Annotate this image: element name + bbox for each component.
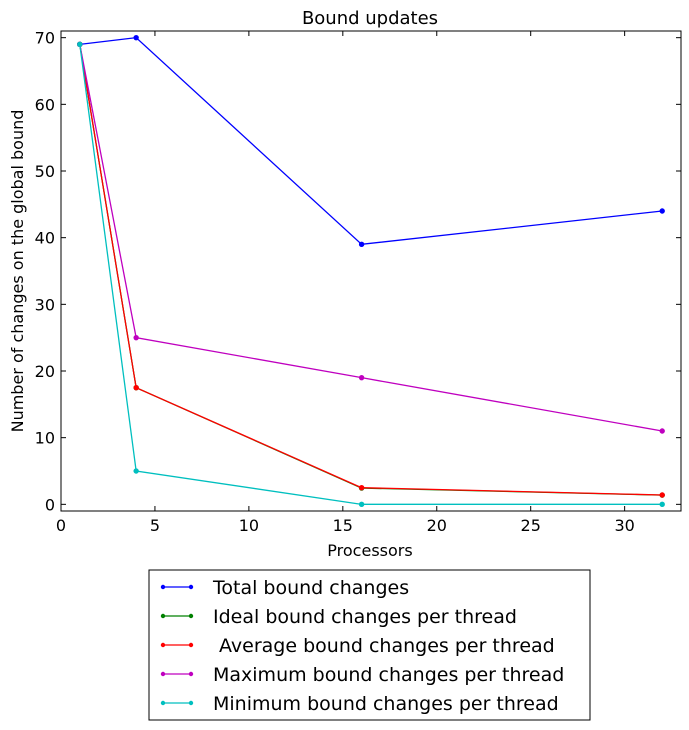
series-2-point [659, 492, 665, 498]
legend-marker-4 [160, 700, 166, 706]
legend-marker-2 [188, 642, 194, 648]
legend-marker-1 [160, 613, 166, 619]
legend-label-1: Ideal bound changes per thread [213, 606, 517, 628]
y-tick-label: 70 [35, 29, 55, 48]
x-tick-label: 30 [614, 516, 634, 535]
legend-marker-4 [188, 700, 194, 706]
legend-entries: Total bound changes Ideal bound changes p… [160, 577, 564, 715]
x-axis-label: Processors [327, 541, 412, 560]
series-3-point [358, 374, 365, 381]
series-2-point [133, 384, 139, 391]
x-tick-label: 15 [333, 516, 353, 535]
legend-marker-0 [160, 584, 166, 590]
y-axis-label: Number of changes on the global bound [8, 110, 27, 433]
series-4-point [659, 501, 665, 508]
y-tick-label: 0 [45, 495, 55, 514]
series-line-2 [79, 44, 663, 496]
x-tick-label: 25 [521, 516, 541, 535]
y-tick-label: 60 [35, 95, 55, 114]
series-line-3 [79, 44, 663, 432]
y-tick-label: 10 [35, 429, 55, 448]
legend-marker-1 [188, 613, 194, 619]
series-4-point [133, 468, 139, 474]
plot-area [77, 34, 665, 508]
x-tick-label: 5 [150, 516, 160, 535]
series-4-point [358, 501, 365, 508]
legend-label-3: Maximum bound changes per thread [213, 664, 564, 686]
y-tick-label: 40 [35, 229, 55, 248]
legend-marker-0 [188, 584, 194, 590]
y-tick-label: 30 [35, 295, 55, 314]
series-0-point [358, 241, 365, 248]
legend-label-2: Average bound changes per thread [213, 635, 555, 657]
legend-marker-2 [160, 642, 166, 648]
series-2-point [358, 484, 365, 491]
series-3-point [659, 428, 665, 434]
chart-title: Bound updates [302, 8, 438, 29]
legend: Total bound changes Ideal bound changes p… [148, 569, 591, 721]
legend-label-0: Total bound changes [212, 577, 409, 599]
y-tick-label: 50 [35, 162, 55, 181]
plot-frame [60, 30, 682, 512]
x-tick-label: 0 [56, 516, 66, 535]
legend-box [148, 569, 591, 721]
legend-marker-3 [160, 671, 166, 677]
x-tick-label: 20 [427, 516, 447, 535]
series-4-point [77, 41, 83, 48]
series-line-4 [79, 44, 663, 505]
x-tick-label: 10 [239, 516, 259, 535]
series-3-point [133, 334, 139, 341]
axis-ticks: 0 5 10 15 20 25 30 0 10 20 30 40 50 60 70 [35, 29, 681, 535]
series-0-point [133, 34, 139, 41]
series-line-1 [79, 44, 663, 496]
legend-marker-3 [188, 671, 194, 677]
series-0-point [659, 208, 665, 214]
series-line-0 [79, 36, 663, 246]
legend-label-4: Minimum bound changes per thread [213, 693, 559, 715]
y-tick-label: 20 [35, 362, 55, 381]
